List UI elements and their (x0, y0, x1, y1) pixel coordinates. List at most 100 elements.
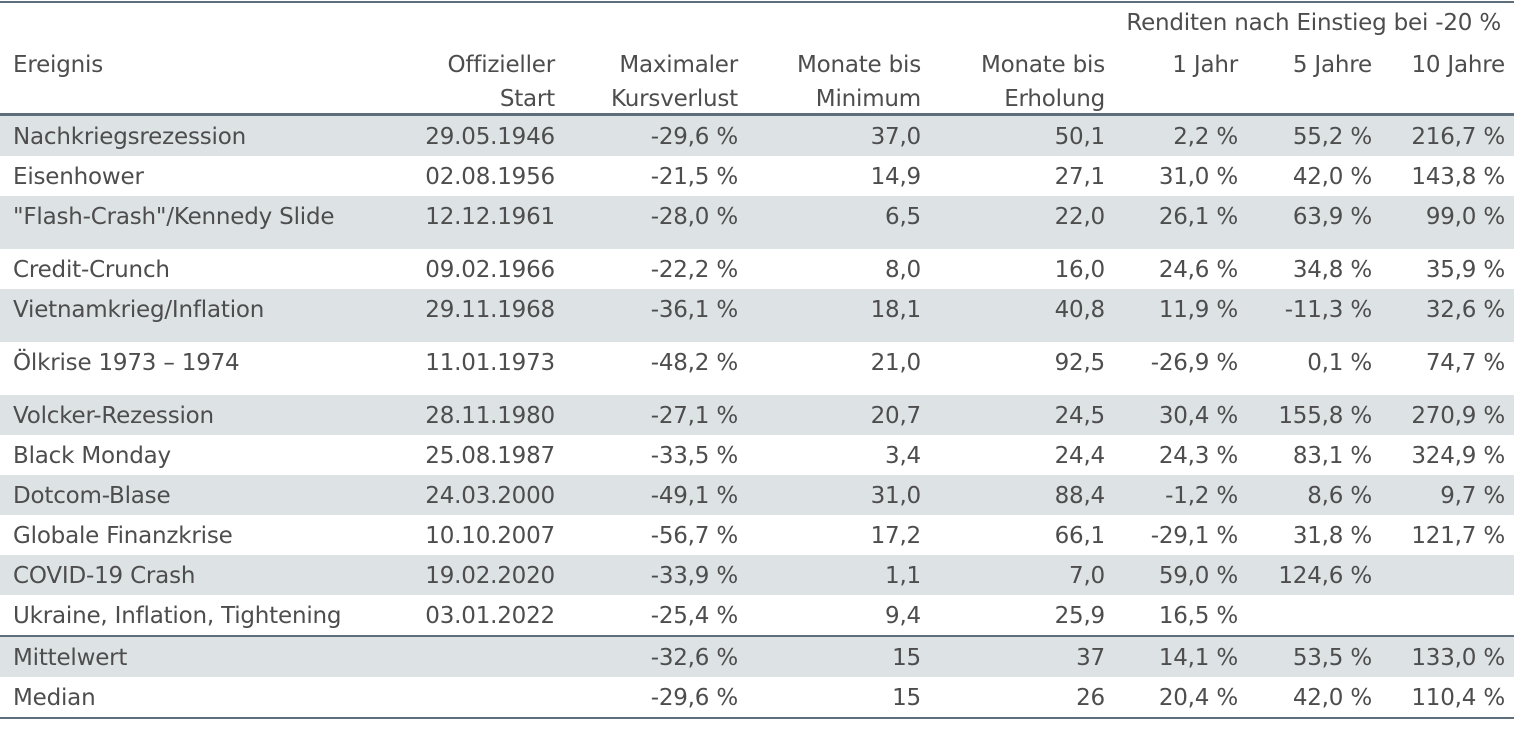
cell-months-to-min: 6,5 (885, 204, 921, 230)
column-header-line2: Erholung (1004, 86, 1105, 112)
cell-months-to-recovery: 25,9 (1054, 603, 1106, 629)
cell-return-5y: 34,8 % (1292, 257, 1372, 283)
table-body: Nachkriegsrezession 29.05.1946 -29,6 % 37,0… (0, 116, 1514, 719)
cell-event: Volcker-Rezession (13, 403, 214, 429)
bottom-rule (0, 717, 1514, 719)
cell-return-10y: 35,9 % (1425, 257, 1505, 283)
cell-start: 24.03.2000 (425, 483, 555, 509)
cell-months-to-min: 14,9 (870, 164, 922, 190)
cell-return-1y: 59,0 % (1158, 563, 1238, 589)
summary-rule (0, 635, 1514, 637)
cell-return-5y: 8,6 % (1307, 483, 1372, 509)
cell-max-loss: -56,7 % (650, 523, 738, 549)
table-row: Eisenhower 02.08.1956 -21,5 % 14,9 27,1 31,0 … (0, 156, 1514, 196)
cell-start: 10.10.2007 (425, 523, 555, 549)
cell-months-to-min: 3,4 (885, 443, 921, 469)
cell-return-10y: 99,0 % (1425, 204, 1505, 230)
cell-max-loss: -33,9 % (650, 563, 738, 589)
cell-return-5y: 42,0 % (1292, 685, 1372, 711)
cell-max-loss: -28,0 % (650, 204, 738, 230)
cell-return-1y: -29,1 % (1150, 523, 1238, 549)
column-header-return-5y: 5 Jahre (1293, 48, 1372, 82)
cell-return-1y: 30,4 % (1158, 403, 1238, 429)
cell-return-5y: 53,5 % (1292, 645, 1372, 671)
cell-months-to-recovery: 88,4 (1054, 483, 1106, 509)
column-header-line1: Monate bis (796, 52, 921, 78)
table-row: Dotcom-Blase 24.03.2000 -49,1 % 31,0 88,4 -1,… (0, 475, 1514, 515)
cell-return-10y: 121,7 % (1411, 523, 1505, 549)
cell-max-loss: -21,5 % (650, 164, 738, 190)
cell-months-to-recovery: 22,0 (1054, 204, 1106, 230)
cell-max-loss: -25,4 % (650, 603, 738, 629)
cell-return-5y: 0,1 % (1307, 350, 1372, 376)
cell-return-1y: 14,1 % (1158, 645, 1238, 671)
table-row: Ukraine, Inflation, Tightening 03.01.2022… (0, 595, 1514, 635)
cell-months-to-min: 21,0 (870, 350, 922, 376)
cell-event: Mittelwert (13, 645, 128, 671)
cell-max-loss: -29,6 % (650, 685, 738, 711)
cell-event: Dotcom-Blase (13, 483, 171, 509)
cell-months-to-min: 17,2 (870, 523, 922, 549)
cell-months-to-recovery: 7,0 (1069, 563, 1105, 589)
top-rule (0, 1, 1514, 3)
cell-start: 19.02.2020 (425, 563, 555, 589)
cell-return-1y: 24,6 % (1158, 257, 1238, 283)
cell-return-1y: 24,3 % (1158, 443, 1238, 469)
cell-return-5y: 55,2 % (1292, 124, 1372, 150)
table-row: Nachkriegsrezession 29.05.1946 -29,6 % 37,0… (0, 116, 1514, 156)
column-header-line1: Ereignis (13, 52, 103, 78)
cell-event: Nachkriegsrezession (13, 124, 246, 150)
cell-max-loss: -32,6 % (650, 645, 738, 671)
cell-months-to-min: 15 (892, 645, 921, 671)
cell-return-1y: 26,1 % (1158, 204, 1238, 230)
cell-return-5y: 42,0 % (1292, 164, 1372, 190)
cell-start: 29.11.1968 (425, 297, 555, 323)
cell-event: Median (13, 685, 96, 711)
cell-return-10y: 216,7 % (1411, 124, 1505, 150)
table-row: Mittelwert -32,6 % 15 37 14,1 % 53,5 % 133,0 % (0, 637, 1514, 677)
cell-months-to-recovery: 26 (1076, 685, 1105, 711)
column-header-return-1y: 1 Jahr (1172, 48, 1238, 82)
header-rule (0, 113, 1514, 116)
cell-start: 09.02.1966 (425, 257, 555, 283)
cell-max-loss: -22,2 % (650, 257, 738, 283)
cell-return-1y: -1,2 % (1165, 483, 1238, 509)
cell-return-5y: 155,8 % (1278, 403, 1372, 429)
cell-return-1y: 16,5 % (1158, 603, 1238, 629)
cell-event: Eisenhower (13, 164, 144, 190)
column-header-line2: Minimum (815, 86, 921, 112)
cell-return-1y: 11,9 % (1158, 297, 1238, 323)
table-row: Median -29,6 % 15 26 20,4 % 42,0 % 110,4 % (0, 677, 1514, 717)
table-row: Black Monday 25.08.1987 -33,5 % 3,4 24,4 24,3… (0, 435, 1514, 475)
cell-months-to-min: 8,0 (885, 257, 921, 283)
cell-return-5y: -11,3 % (1284, 297, 1372, 323)
cell-months-to-min: 31,0 (870, 483, 922, 509)
cell-return-10y: 32,6 % (1425, 297, 1505, 323)
column-header-line2: Start (499, 86, 555, 112)
cell-event: Ukraine, Inflation, Tightening (13, 603, 342, 629)
column-header-line1: 10 Jahre (1411, 52, 1505, 78)
column-header-line2: Kursverlust (611, 86, 738, 112)
column-header-months-to-min: Monate bis Minimum (797, 48, 921, 116)
cell-event: "Flash-Crash"/Kennedy Slide (13, 204, 335, 230)
cell-return-1y: 31,0 % (1158, 164, 1238, 190)
cell-max-loss: -36,1 % (650, 297, 738, 323)
column-header-line1: 1 Jahr (1172, 52, 1238, 78)
cell-return-5y: 83,1 % (1292, 443, 1372, 469)
cell-months-to-recovery: 50,1 (1054, 124, 1106, 150)
cell-months-to-min: 1,1 (885, 563, 921, 589)
table-row: Ölkrise 1973 – 1974 11.01.1973 -48,2 % 21,0… (0, 342, 1514, 395)
column-header-event: Ereignis (13, 48, 103, 82)
cell-return-5y: 31,8 % (1292, 523, 1372, 549)
cell-return-10y: 324,9 % (1411, 443, 1505, 469)
cell-max-loss: -49,1 % (650, 483, 738, 509)
cell-months-to-recovery: 92,5 (1054, 350, 1106, 376)
cell-start: 28.11.1980 (425, 403, 555, 429)
cell-return-1y: -26,9 % (1150, 350, 1238, 376)
cell-event: Black Monday (13, 443, 171, 469)
cell-start: 25.08.1987 (425, 443, 555, 469)
cell-event: Ölkrise 1973 – 1974 (13, 350, 240, 376)
column-header-line1: Maximaler (619, 52, 738, 78)
cell-start: 11.01.1973 (425, 350, 555, 376)
